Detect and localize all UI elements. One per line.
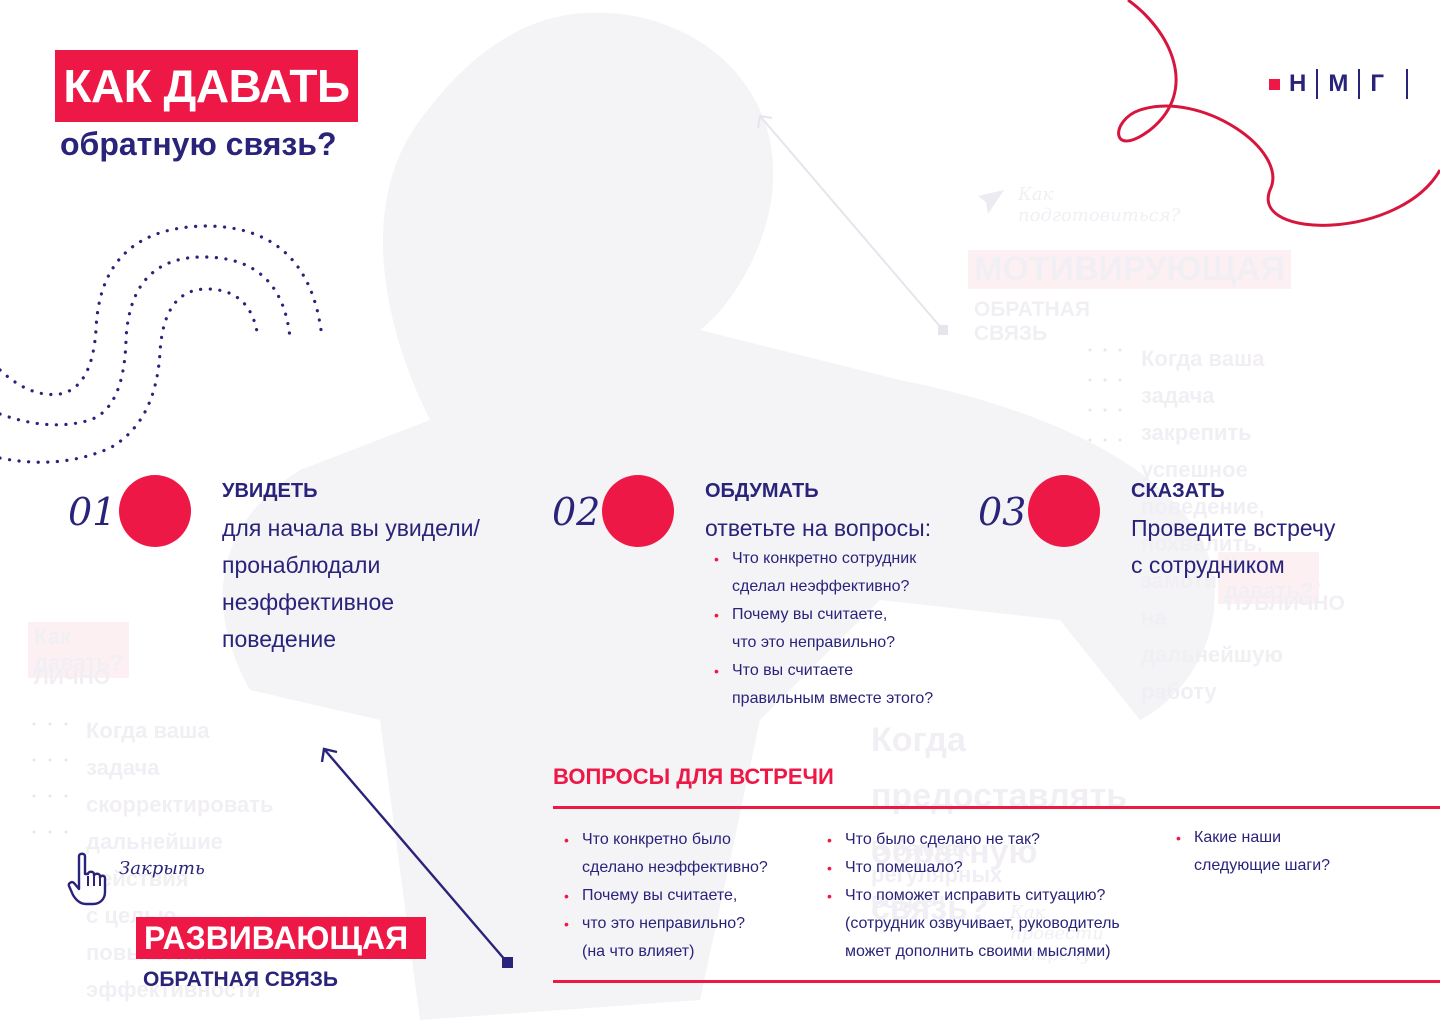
logo-square-icon (1269, 78, 1281, 90)
developing-subtitle: ОБРАТНАЯ СВЯЗЬ (143, 968, 338, 991)
page-title: КАК ДАВАТЬ (55, 50, 358, 122)
step-2-bullets: Что конкретно сотрудник сделал неэффекти… (706, 545, 933, 713)
list-item: сделал неэффективно? (732, 578, 910, 595)
list-item: Что вы считаете (706, 657, 933, 685)
meeting-questions-col-1: Что конкретно было сделано неэффективно?… (556, 826, 768, 966)
list-item: что это неправильно? (732, 634, 896, 651)
step-1-number: 01 (68, 490, 117, 534)
step-1-dot (119, 475, 191, 547)
list-item: (на что влияет) (582, 943, 695, 960)
step-2-intro: ответьте на вопросы: (705, 515, 932, 541)
logo: Н М Г (1269, 40, 1408, 128)
step-3-text: Проведите встречу с сотрудником (1131, 515, 1336, 578)
ghost-private-tag: Как давать? (28, 622, 130, 678)
ghost-public-label: ПУБЛИЧНО (1226, 592, 1345, 615)
ghost-private-label: ЛИЧНО (34, 666, 111, 689)
developing-title: РАЗВИВАЮЩАЯ (136, 917, 427, 959)
logo-letter: М (1318, 69, 1361, 99)
ghost-motivating-sub: ОБРАТНАЯ СВЯЗЬ (974, 298, 1090, 345)
list-item: что это неправильно? (556, 910, 768, 938)
list-item: (сотрудник озвучивает, руководитель (845, 915, 1120, 932)
step-1-text: для начала вы увидели/ пронаблюдали неэф… (222, 515, 480, 652)
list-item: может дополнить своими мыслями) (845, 943, 1111, 960)
close-label: Закрыть (119, 858, 205, 879)
list-item: Что конкретно было (556, 826, 768, 854)
ghost-prepare-text: Как подготовиться? (1018, 184, 1181, 226)
list-item: сделано неэффективно? (582, 859, 768, 876)
meeting-questions-col-3: Какие наши следующие шаги? (1168, 824, 1330, 880)
list-item: Что поможет исправить ситуацию? (819, 882, 1120, 910)
meeting-questions-col-2: Что было сделано не так? Что помешало? Ч… (819, 826, 1120, 966)
list-item: Что помешало? (819, 854, 1120, 882)
meeting-questions-title: ВОПРОСЫ ДЛЯ ВСТРЕЧИ (553, 764, 834, 789)
list-item: Что конкретно сотрудник (706, 545, 933, 573)
list-item: Какие наши (1168, 824, 1330, 852)
step-3-heading: СКАЗАТЬ (1131, 480, 1225, 502)
list-item: Что было сделано не так? (819, 826, 1120, 854)
divider-bottom (553, 980, 1440, 983)
step-3-dot (1028, 475, 1100, 547)
ghost-motivating-title: МОТИВИРУЮЩАЯ (968, 250, 1292, 289)
logo-letter: Н (1289, 69, 1319, 99)
list-item: Почему вы считаете, (556, 882, 768, 910)
step-2-number: 02 (552, 490, 601, 534)
close-button[interactable]: Закрыть (66, 852, 205, 906)
step-2-heading: ОБДУМАТЬ (705, 480, 819, 502)
logo-letter: Г (1360, 69, 1408, 99)
hand-pointer-icon (67, 852, 107, 906)
divider-top (553, 806, 1440, 809)
page-subtitle: обратную связь? (60, 126, 337, 162)
step-1-heading: УВИДЕТЬ (222, 480, 318, 502)
list-item: правильным вместе этого? (732, 690, 934, 707)
step-3-number: 03 (978, 490, 1027, 534)
list-item: Почему вы считаете, (706, 601, 933, 629)
step-2-dot (602, 475, 674, 547)
list-item: следующие шаги? (1194, 857, 1331, 874)
